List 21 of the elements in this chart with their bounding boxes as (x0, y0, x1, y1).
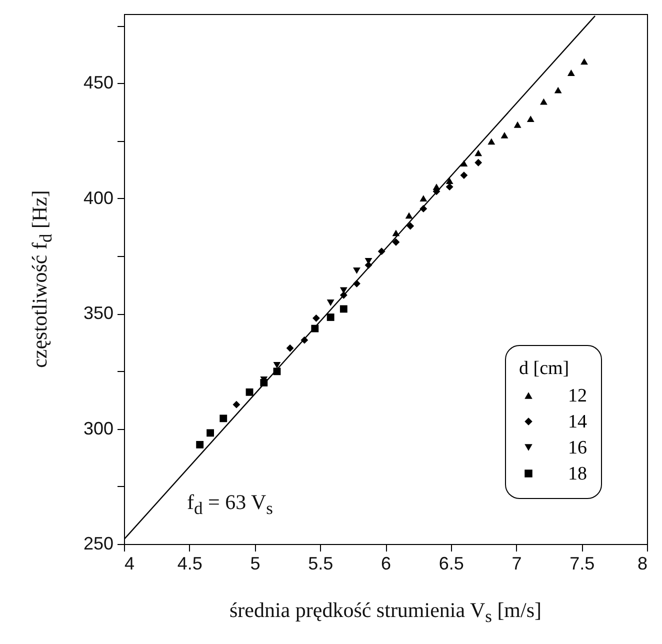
legend-label: 12 (568, 386, 587, 406)
y-tick-label: 300 (83, 418, 114, 438)
y-tick-label: 350 (83, 303, 114, 324)
legend-label: 18 (568, 464, 587, 484)
x-tick-label: 5.5 (308, 554, 334, 574)
x-tick-label: 6.5 (438, 554, 464, 574)
x-tick-label: 4 (124, 554, 135, 574)
x-tick-label: 8 (637, 554, 648, 574)
y-tick-label: 250 (83, 534, 114, 554)
x-tick-label: 4.5 (177, 554, 202, 574)
x-tick-label: 6 (380, 554, 392, 574)
x-tick-label: 5 (250, 554, 260, 574)
x-tick-label: 7.5 (570, 554, 595, 574)
legend-label: 16 (568, 438, 587, 458)
y-tick-label: 450 (83, 72, 114, 93)
annotation: f$_{d}$ = 63 V$_{s}$ (187, 490, 273, 520)
y-tick-label: 400 (83, 188, 114, 208)
legend-title: d [cm] (519, 358, 570, 379)
x-axis-title: średnia prędkość strumienia V$_{s}$ [m/s] (228, 598, 543, 628)
legend-label: 14 (568, 412, 588, 432)
x-tick-label: 7 (512, 554, 522, 574)
